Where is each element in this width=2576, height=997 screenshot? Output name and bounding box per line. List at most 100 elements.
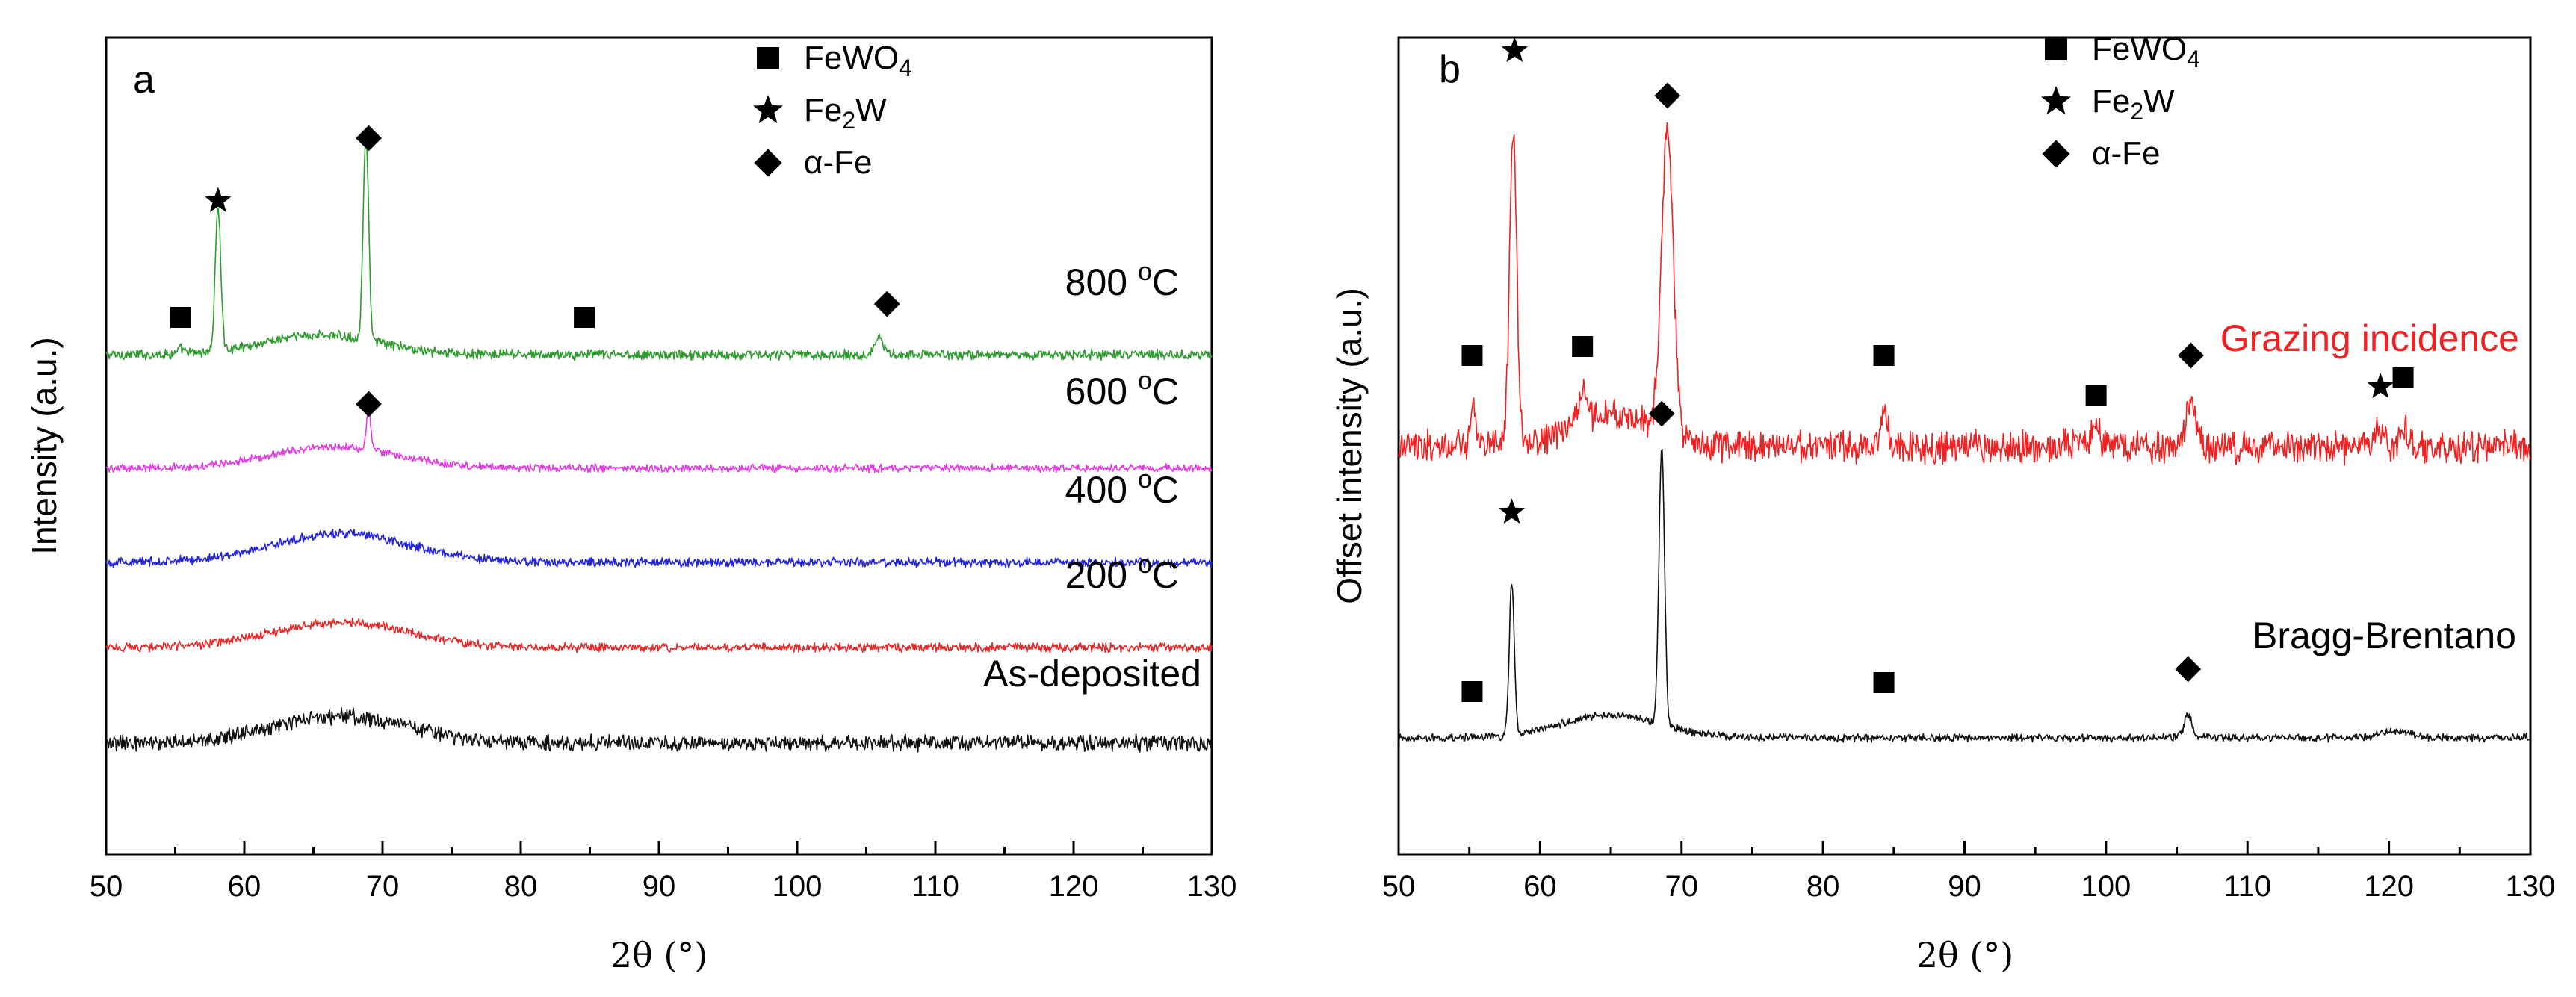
curve-label: Bragg-Brentano: [2253, 615, 2516, 656]
trace-as-deposited: [105, 707, 1213, 753]
curve-label-main: 400: [1065, 469, 1138, 511]
trace-bragg-brentano: [1398, 448, 2531, 743]
legend-diamond-icon: [2042, 140, 2070, 168]
panel-b-letter: b: [1439, 48, 1461, 91]
panel-b-x-axis-title: 2θ (°): [1916, 935, 2013, 975]
curve-label-unit: C: [1152, 261, 1179, 303]
square-marker: [170, 307, 191, 328]
x-tick-label: 130: [1187, 870, 1237, 903]
curve-label-unit: C: [1152, 370, 1179, 412]
curve-label-main: 800: [1065, 261, 1138, 303]
curve-label-main: 600: [1065, 370, 1138, 412]
legend-text-sub: 2: [842, 107, 855, 134]
panel-a-chart: a 2θ (°) Intensity (a.u.) 50 60 70 80 90 100 1…: [25, 36, 1237, 975]
legend-text-tail: W: [855, 92, 887, 128]
panel-b-legend: FeWO4 Fe2W α-Fe: [2041, 31, 2200, 172]
x-tick-label: 100: [773, 870, 823, 903]
legend-text-sub: 4: [899, 55, 912, 81]
legend-entry: α-Fe: [2092, 135, 2160, 172]
legend-text-main: α-Fe: [2092, 135, 2160, 172]
square-marker: [574, 307, 595, 328]
x-tick-label: 110: [911, 870, 959, 903]
legend-text-main: α-Fe: [804, 144, 872, 181]
x-tick-label: 80: [504, 870, 538, 903]
panel-b-y-axis-title: Offset intensity (a.u.): [1330, 288, 1369, 604]
x-tick-label: 60: [1523, 870, 1557, 903]
curve-label: 600 oC: [1065, 367, 1179, 412]
panel-a-frame: [105, 36, 1213, 856]
x-tick-label: 90: [1948, 870, 1981, 903]
diamond-marker: [2178, 342, 2204, 369]
legend-entry: α-Fe: [804, 144, 872, 181]
panel-a-x-ticks: 50 60 70 80 90 100 110 120 130: [90, 841, 1237, 903]
diamond-marker: [1648, 400, 1675, 427]
panel-b-curve-labels: Grazing incidence Bragg-Brentano: [2220, 317, 2519, 656]
x-tick-label: 100: [2081, 870, 2131, 903]
star-marker: [1498, 498, 1526, 524]
panel-b-x-ticks: 50 60 70 80 90 100 110 120 130: [1382, 841, 2556, 903]
x-tick-label: 110: [2223, 870, 2271, 903]
x-tick-label: 60: [228, 870, 261, 903]
legend-entry: Fe2W: [804, 92, 887, 134]
x-tick-label: 50: [1382, 870, 1416, 903]
curve-label-degree: o: [1138, 258, 1152, 286]
legend-text-main: Fe: [804, 92, 842, 128]
diamond-marker: [356, 391, 382, 417]
square-marker: [1873, 672, 1895, 693]
panel-a-peak-markers: [170, 125, 900, 417]
panel-b-peak-markers: [1461, 37, 2414, 702]
star-marker: [1501, 37, 1528, 62]
x-tick-label: 80: [1806, 870, 1840, 903]
diamond-marker: [873, 291, 900, 317]
panel-b-traces: [1398, 122, 2531, 743]
x-tick-label: 90: [643, 870, 676, 903]
legend-star-icon: [753, 94, 783, 124]
curve-label: As-deposited: [983, 653, 1201, 695]
square-marker: [1461, 681, 1483, 702]
curve-label: 200 oC: [1065, 550, 1179, 596]
panel-a-x-axis-title: 2θ (°): [610, 935, 708, 975]
legend-text-main: FeWO: [804, 40, 899, 76]
legend-entry: Fe2W: [2092, 83, 2175, 125]
panel-b-chart: b 2θ (°) Offset intensity (a.u.) 50 60 70 8…: [1330, 31, 2555, 975]
x-tick-label: 130: [2506, 870, 2556, 903]
legend-square-icon: [757, 47, 779, 69]
curve-label-degree: o: [1138, 550, 1152, 579]
x-tick-label: 70: [1665, 870, 1699, 903]
x-tick-label: 50: [90, 870, 123, 903]
curve-label-unit: C: [1152, 554, 1179, 596]
curve-label-degree: o: [1138, 465, 1152, 494]
square-marker: [2085, 385, 2107, 406]
diamond-marker: [356, 125, 382, 152]
star-marker: [2367, 373, 2394, 398]
panel-a-y-axis-title: Intensity (a.u.): [25, 337, 64, 554]
diamond-marker: [2175, 656, 2202, 683]
square-marker: [1572, 336, 1594, 357]
legend-square-icon: [2045, 38, 2067, 60]
legend-entry: FeWO4: [2092, 31, 2200, 72]
curve-label-main: Bragg-Brentano: [2253, 615, 2516, 656]
trace-800-c: [105, 134, 1213, 361]
diamond-marker: [1654, 82, 1681, 109]
legend-diamond-icon: [754, 149, 782, 177]
trace-400-c: [105, 528, 1213, 568]
trace-grazing-incidence: [1398, 122, 2531, 466]
legend-entry: FeWO4: [804, 40, 912, 81]
legend-text-main: FeWO: [2092, 31, 2187, 67]
trace-200-c: [105, 618, 1213, 653]
curve-label-main: 200: [1065, 554, 1138, 596]
curve-label-unit: C: [1152, 469, 1179, 511]
curve-label: 800 oC: [1065, 258, 1179, 303]
square-marker: [1873, 345, 1895, 366]
panel-a-letter: a: [133, 58, 155, 102]
star-marker: [205, 187, 232, 212]
legend-star-icon: [2041, 85, 2071, 115]
panel-a-traces: [105, 134, 1213, 753]
curve-label: 400 oC: [1065, 465, 1179, 511]
square-marker: [2392, 367, 2414, 388]
curve-label-main: Grazing incidence: [2220, 317, 2519, 359]
x-tick-label: 120: [1049, 870, 1099, 903]
